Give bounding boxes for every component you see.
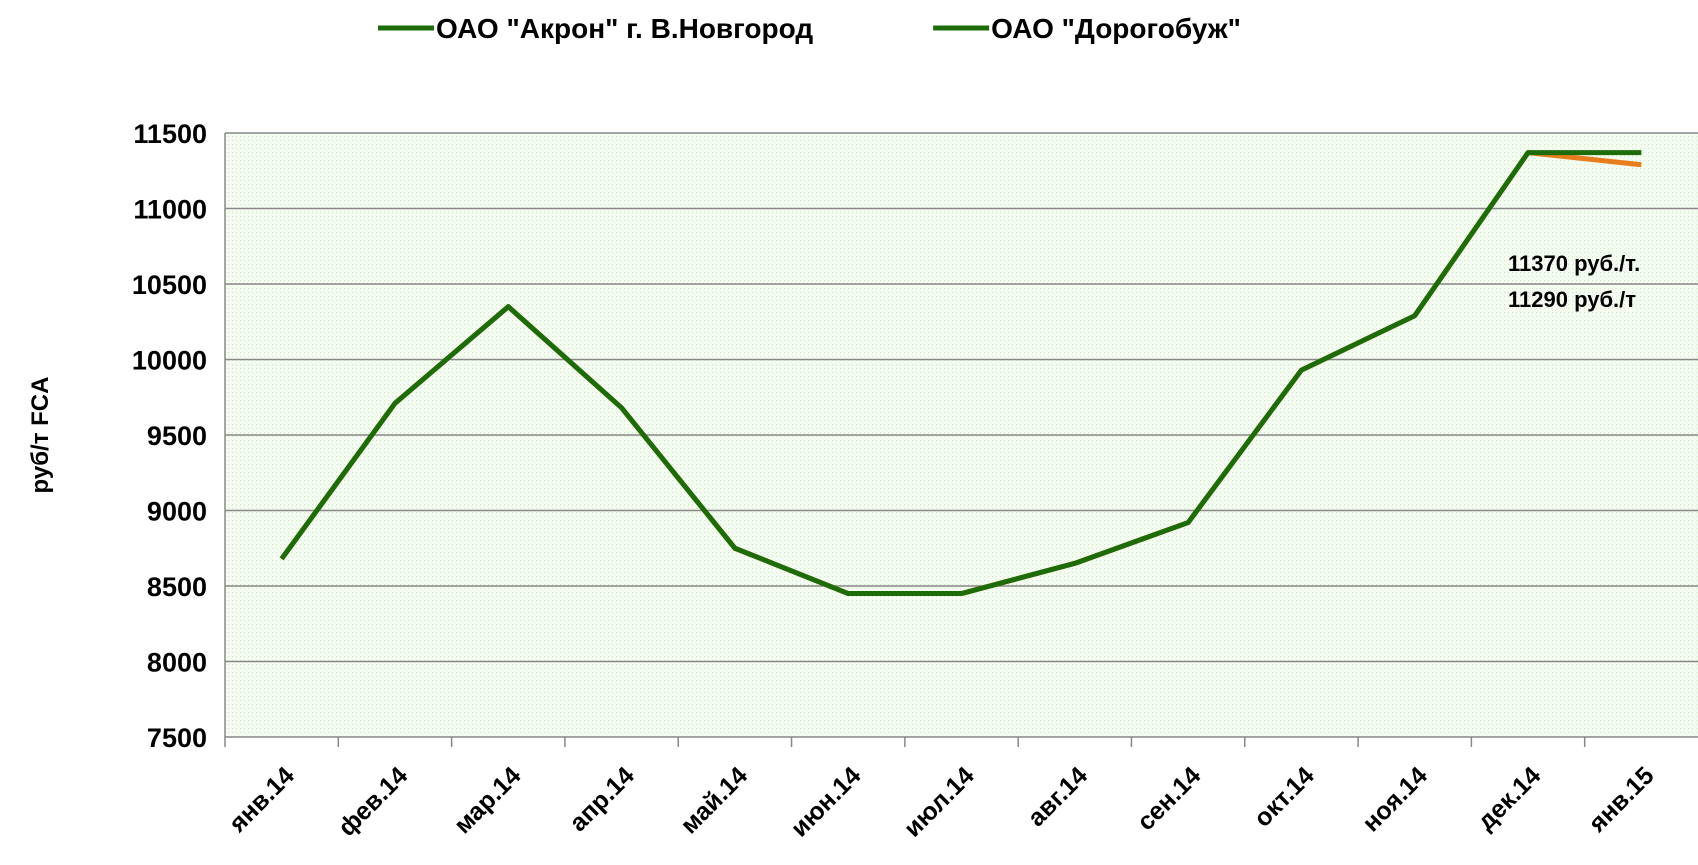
x-tick-label: мар.14 xyxy=(449,761,527,839)
x-tick-label: ноя.14 xyxy=(1357,761,1433,837)
y-tick-label: 11000 xyxy=(133,195,207,225)
x-tick-label: июн.14 xyxy=(785,761,866,842)
x-tick-label: сен.14 xyxy=(1132,761,1207,836)
y-tick-label: 8000 xyxy=(147,648,207,678)
x-tick-label: янв.15 xyxy=(1583,761,1660,838)
x-tick-label: апр.14 xyxy=(564,761,640,837)
x-tick-label: янв.14 xyxy=(223,761,300,838)
x-tick-label: окт.14 xyxy=(1249,761,1320,832)
series-line xyxy=(279,150,1642,597)
y-axis-label: руб/т FCA xyxy=(27,377,54,494)
legend-label: ОАО "Акрон" г. В.Новгород xyxy=(436,13,813,44)
y-tick-label: 10500 xyxy=(132,270,207,300)
y-tick-label: 9000 xyxy=(147,497,207,527)
y-tick-label: 8500 xyxy=(147,572,207,602)
x-tick-label: май.14 xyxy=(675,761,753,839)
x-tick-label: авг.14 xyxy=(1022,761,1093,832)
x-tick-label: фев.14 xyxy=(333,761,413,841)
legend-label: ОАО "Дорогобуж" xyxy=(991,13,1241,44)
annotation: 11290 руб./т xyxy=(1508,287,1636,312)
annotation: 11370 руб./т. xyxy=(1508,251,1640,276)
y-tick-label: 7500 xyxy=(147,723,207,753)
y-tick-label: 10000 xyxy=(132,346,207,376)
y-tick-label: 9500 xyxy=(147,421,207,451)
x-tick-label: дек.14 xyxy=(1472,761,1546,835)
y-tick-label: 11500 xyxy=(133,119,207,149)
x-tick-label: июл.14 xyxy=(899,761,980,842)
